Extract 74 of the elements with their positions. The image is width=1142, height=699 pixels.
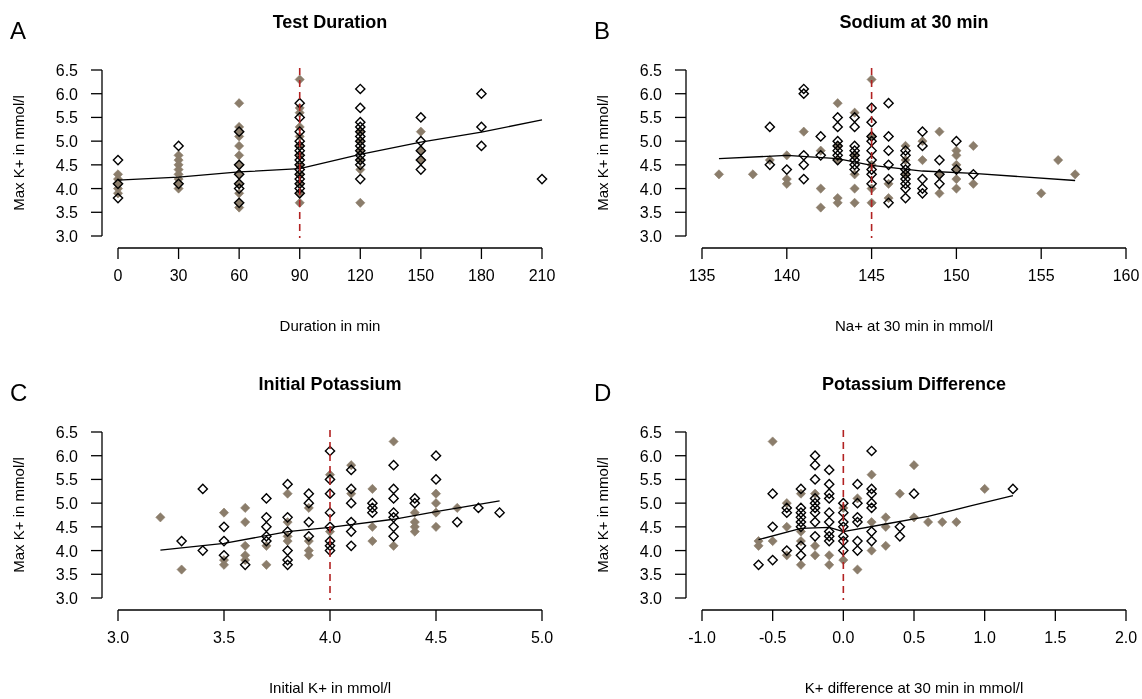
x-tick-label: 150 bbox=[407, 267, 435, 284]
x-tick-label: 4.5 bbox=[424, 629, 448, 646]
x-tick-label: -1.0 bbox=[688, 629, 716, 646]
y-tick-label: 4.5 bbox=[55, 518, 79, 536]
x-tick-label: 0.0 bbox=[832, 629, 855, 646]
y-tick-label: 5.0 bbox=[55, 133, 79, 151]
x-tick-label: 5.0 bbox=[530, 629, 554, 646]
y-tick-label: 4.0 bbox=[639, 180, 663, 198]
chart-title: Initial Potassium bbox=[258, 374, 402, 394]
y-tick-label: 6.0 bbox=[639, 447, 663, 465]
chart-title: Sodium at 30 min bbox=[839, 12, 989, 32]
y-tick-label: 4.0 bbox=[55, 542, 79, 560]
y-tick-label: 3.0 bbox=[55, 590, 79, 607]
y-tick-label: 4.5 bbox=[55, 156, 79, 174]
x-tick-label: 135 bbox=[688, 267, 716, 284]
x-axis-title: Duration in min bbox=[279, 317, 381, 334]
y-tick-label: 5.5 bbox=[55, 471, 79, 489]
x-tick-label: 120 bbox=[346, 267, 374, 284]
y-tick-label: 5.0 bbox=[639, 495, 663, 513]
y-tick-label: 5.5 bbox=[639, 471, 663, 489]
x-axis-title: K+ difference at 30 min in mmol/l bbox=[804, 679, 1024, 696]
text: A bbox=[10, 17, 27, 44]
y-axis-title: Max K+ in mmol/l bbox=[594, 457, 611, 573]
x-tick-label: 1.5 bbox=[1044, 629, 1067, 646]
y-tick-label: 6.5 bbox=[55, 424, 79, 441]
y-tick-label: 3.0 bbox=[639, 590, 663, 607]
y-tick-label: 4.5 bbox=[639, 156, 663, 174]
x-tick-label: 3.5 bbox=[212, 629, 236, 646]
x-tick-label: 145 bbox=[858, 267, 886, 284]
x-tick-label: 90 bbox=[290, 267, 309, 284]
y-tick-label: 5.5 bbox=[639, 109, 663, 127]
x-tick-label: 0 bbox=[113, 267, 123, 284]
y-axis-title: Max K+ in mmol/l bbox=[10, 457, 27, 573]
y-tick-label: 5.0 bbox=[55, 495, 79, 513]
y-tick-label: 6.5 bbox=[639, 62, 663, 79]
x-tick-label: 160 bbox=[1112, 267, 1140, 284]
y-tick-label: 5.5 bbox=[55, 109, 79, 127]
x-tick-label: 4.0 bbox=[318, 629, 342, 646]
y-tick-label: 4.0 bbox=[55, 180, 79, 198]
x-tick-label: 155 bbox=[1027, 267, 1055, 284]
x-tick-label: 210 bbox=[528, 267, 556, 284]
x-axis-title: Initial K+ in mmol/l bbox=[268, 679, 392, 696]
chart-title: Test Duration bbox=[272, 12, 388, 32]
text: D bbox=[594, 379, 612, 406]
x-tick-label: 3.0 bbox=[106, 629, 130, 646]
x-tick-label: 180 bbox=[468, 267, 495, 284]
x-tick-label: 30 bbox=[169, 267, 188, 284]
y-tick-label: 3.5 bbox=[55, 204, 79, 222]
y-tick-label: 3.0 bbox=[639, 228, 663, 245]
y-tick-label: 6.0 bbox=[55, 447, 79, 465]
y-tick-label: 3.5 bbox=[639, 566, 663, 584]
y-tick-label: 3.5 bbox=[55, 566, 79, 584]
y-tick-label: 3.0 bbox=[55, 228, 79, 245]
y-tick-label: 6.5 bbox=[639, 424, 663, 441]
y-tick-label: 6.0 bbox=[55, 85, 79, 103]
text: C bbox=[10, 379, 28, 406]
x-tick-label: 0.5 bbox=[902, 629, 926, 646]
y-axis-title: Max K+ in mmol/l bbox=[594, 95, 611, 211]
y-tick-label: 6.5 bbox=[55, 62, 79, 79]
y-axis-title: Max K+ in mmol/l bbox=[10, 95, 27, 211]
x-axis-title: Na+ at 30 min in mmol/l bbox=[835, 317, 993, 334]
y-tick-label: 3.5 bbox=[639, 204, 663, 222]
x-tick-label: 60 bbox=[230, 267, 249, 284]
y-tick-label: 4.0 bbox=[639, 542, 663, 560]
x-tick-label: 150 bbox=[943, 267, 970, 284]
x-tick-label: 1.0 bbox=[973, 629, 996, 646]
text: B bbox=[594, 17, 611, 44]
x-tick-label: 140 bbox=[773, 267, 801, 284]
y-tick-label: 4.5 bbox=[639, 518, 663, 536]
y-tick-label: 5.0 bbox=[639, 133, 663, 151]
x-tick-label: 2.0 bbox=[1114, 629, 1138, 646]
x-tick-label: -0.5 bbox=[758, 629, 787, 646]
y-tick-label: 6.0 bbox=[639, 85, 663, 103]
chart-title: Potassium Difference bbox=[821, 374, 1007, 394]
